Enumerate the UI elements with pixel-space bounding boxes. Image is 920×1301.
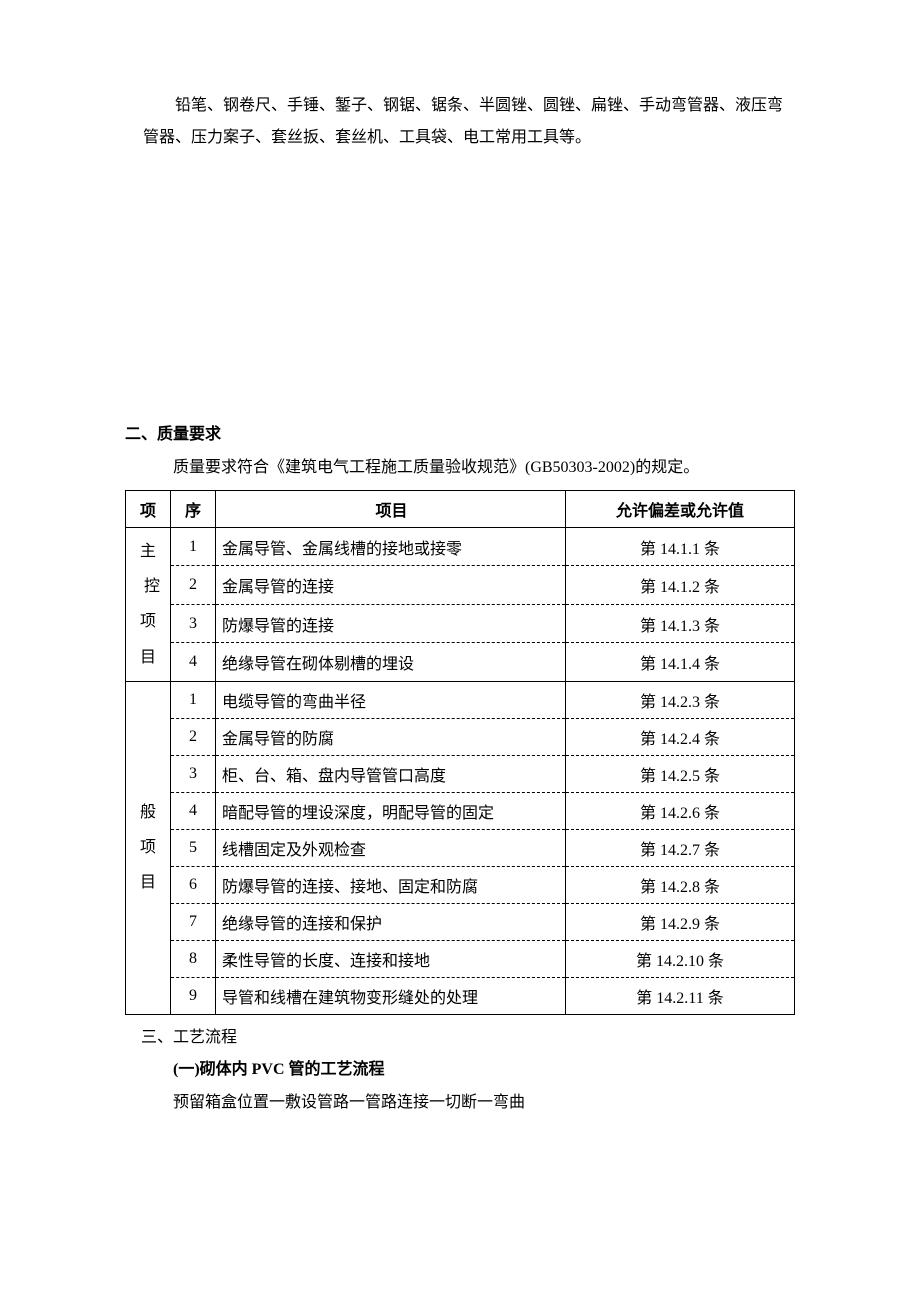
cat-char: 项 bbox=[130, 604, 166, 639]
table-row: 2 金属导管的防腐 第 14.2.4 条 bbox=[126, 718, 795, 755]
cell-seq: 2 bbox=[171, 718, 216, 755]
cell-seq: 1 bbox=[171, 528, 216, 566]
cell-val: 第 14.2.4 条 bbox=[566, 718, 795, 755]
table-row: 6 防爆导管的连接、接地、固定和防腐 第 14.2.8 条 bbox=[126, 866, 795, 903]
cell-item: 金属导管的防腐 bbox=[216, 718, 566, 755]
table-row: 9 导管和线槽在建筑物变形缝处的处理 第 14.2.11 条 bbox=[126, 977, 795, 1014]
document-page: 铅笔、钢卷尺、手锤、錾子、钢锯、锯条、半圆锉、圆锉、扁锉、手动弯管器、液压弯管器… bbox=[0, 0, 920, 1185]
cell-seq: 1 bbox=[171, 681, 216, 718]
table-row: 7 绝缘导管的连接和保护 第 14.2.9 条 bbox=[126, 903, 795, 940]
table-row: 主 控 项 目 1 金属导管、金属线槽的接地或接零 第 14.1.1 条 bbox=[126, 528, 795, 566]
cat-char: 项 bbox=[130, 830, 166, 865]
section-2-intro: 质量要求符合《建筑电气工程施工质量验收规范》(GB50303-2002)的规定。 bbox=[125, 452, 795, 484]
cell-item: 金属导管、金属线槽的接地或接零 bbox=[216, 528, 566, 566]
cat-char: 目 bbox=[130, 640, 166, 675]
cat-char: 主 bbox=[130, 534, 166, 569]
cell-item: 柜、台、箱、盘内导管管口高度 bbox=[216, 755, 566, 792]
table-row: 般 项 目 1 电缆导管的弯曲半径 第 14.2.3 条 bbox=[126, 681, 795, 718]
cell-seq: 3 bbox=[171, 755, 216, 792]
cell-seq: 5 bbox=[171, 829, 216, 866]
header-value: 允许偏差或允许值 bbox=[566, 491, 795, 528]
cell-item: 柔性导管的长度、连接和接地 bbox=[216, 940, 566, 977]
category-general: 般 项 目 bbox=[126, 681, 171, 1014]
header-sequence: 序 bbox=[171, 491, 216, 528]
cell-val: 第 14.2.8 条 bbox=[566, 866, 795, 903]
cell-item: 防爆导管的连接 bbox=[216, 604, 566, 642]
cell-item: 暗配导管的埋设深度，明配导管的固定 bbox=[216, 792, 566, 829]
table-row: 4 绝缘导管在砌体剔槽的埋设 第 14.1.4 条 bbox=[126, 643, 795, 681]
cell-val: 第 14.2.7 条 bbox=[566, 829, 795, 866]
cell-item: 线槽固定及外观检查 bbox=[216, 829, 566, 866]
table-row: 2 金属导管的连接 第 14.1.2 条 bbox=[126, 566, 795, 604]
section-3-heading: 三、工艺流程 bbox=[125, 1023, 795, 1047]
table-row: 3 柜、台、箱、盘内导管管口高度 第 14.2.5 条 bbox=[126, 755, 795, 792]
table-row: 8 柔性导管的长度、连接和接地 第 14.2.10 条 bbox=[126, 940, 795, 977]
cell-seq: 4 bbox=[171, 792, 216, 829]
cell-val: 第 14.2.6 条 bbox=[566, 792, 795, 829]
table-row: 5 线槽固定及外观检查 第 14.2.7 条 bbox=[126, 829, 795, 866]
header-category: 项 bbox=[126, 491, 171, 528]
cell-val: 第 14.2.9 条 bbox=[566, 903, 795, 940]
table-row: 4 暗配导管的埋设深度，明配导管的固定 第 14.2.6 条 bbox=[126, 792, 795, 829]
header-item: 项目 bbox=[216, 491, 566, 528]
cell-val: 第 14.2.5 条 bbox=[566, 755, 795, 792]
cell-val: 第 14.1.2 条 bbox=[566, 566, 795, 604]
cell-val: 第 14.2.11 条 bbox=[566, 977, 795, 1014]
cell-item: 导管和线槽在建筑物变形缝处的处理 bbox=[216, 977, 566, 1014]
table-row: 3 防爆导管的连接 第 14.1.3 条 bbox=[126, 604, 795, 642]
section-2-heading: 二、质量要求 bbox=[125, 420, 795, 444]
cell-val: 第 14.2.3 条 bbox=[566, 681, 795, 718]
cell-val: 第 14.2.10 条 bbox=[566, 940, 795, 977]
cell-item: 电缆导管的弯曲半径 bbox=[216, 681, 566, 718]
table-header-row: 项 序 项目 允许偏差或允许值 bbox=[126, 491, 795, 528]
cell-seq: 3 bbox=[171, 604, 216, 642]
cell-val: 第 14.1.1 条 bbox=[566, 528, 795, 566]
cell-item: 防爆导管的连接、接地、固定和防腐 bbox=[216, 866, 566, 903]
cat-char: 控 bbox=[130, 569, 166, 604]
cell-seq: 7 bbox=[171, 903, 216, 940]
cell-val: 第 14.1.4 条 bbox=[566, 643, 795, 681]
category-main-control: 主 控 项 目 bbox=[126, 528, 171, 682]
cell-item: 金属导管的连接 bbox=[216, 566, 566, 604]
blank-spacer bbox=[125, 160, 795, 420]
cell-seq: 8 bbox=[171, 940, 216, 977]
cell-seq: 2 bbox=[171, 566, 216, 604]
cell-seq: 9 bbox=[171, 977, 216, 1014]
cell-item: 绝缘导管在砌体剔槽的埋设 bbox=[216, 643, 566, 681]
cell-seq: 4 bbox=[171, 643, 216, 681]
intro-paragraph: 铅笔、钢卷尺、手锤、錾子、钢锯、锯条、半圆锉、圆锉、扁锉、手动弯管器、液压弯管器… bbox=[143, 90, 795, 154]
quality-requirements-table: 项 序 项目 允许偏差或允许值 主 控 项 目 1 金属导管、金属线槽的接地或接… bbox=[125, 490, 795, 1015]
cell-item: 绝缘导管的连接和保护 bbox=[216, 903, 566, 940]
cell-val: 第 14.1.3 条 bbox=[566, 604, 795, 642]
cat-char: 目 bbox=[130, 865, 166, 900]
cat-char: 般 bbox=[130, 795, 166, 830]
section-3-sub1-text: 预留箱盒位置一敷设管路一管路连接一切断一弯曲 bbox=[125, 1087, 795, 1119]
section-3-sub1-heading: (一)砌体内 PVC 管的工艺流程 bbox=[125, 1055, 795, 1079]
cell-seq: 6 bbox=[171, 866, 216, 903]
